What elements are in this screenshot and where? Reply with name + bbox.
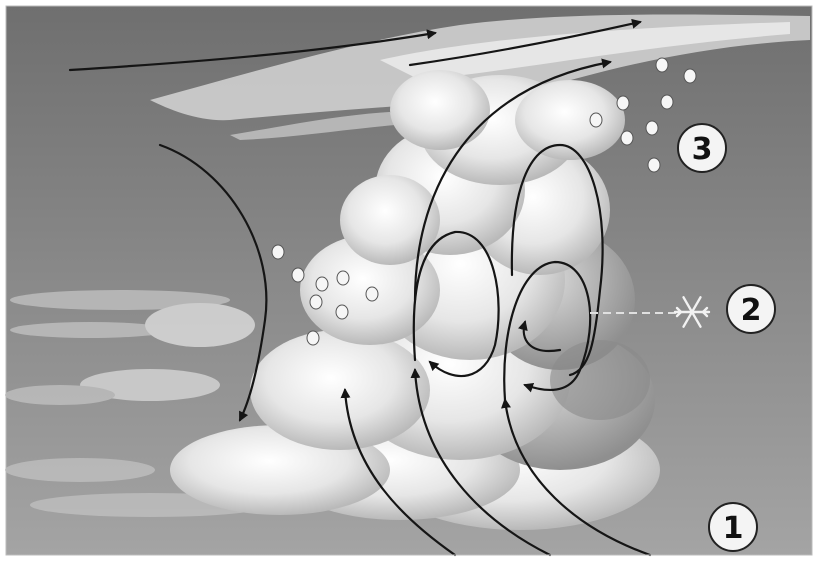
updraft-loop-4 <box>518 320 562 353</box>
svg-text:3: 3 <box>692 132 713 167</box>
upper-wind-arrow-2 <box>408 18 642 67</box>
hailstone-icon <box>365 286 379 302</box>
hailstone-icon <box>335 304 349 320</box>
hailstone-icon <box>306 330 320 346</box>
hailstone-icon <box>616 95 630 111</box>
updraft-loop-2 <box>510 143 604 377</box>
marker-3: 3 <box>677 123 727 173</box>
svg-text:1: 1 <box>723 511 744 546</box>
anvil-cloud <box>150 14 810 140</box>
hailstone-icon <box>645 120 659 136</box>
hailstone-icon <box>620 130 634 146</box>
hailstone-icon <box>291 267 305 283</box>
hailstone-cluster-left <box>271 244 379 346</box>
hailstone-icon <box>655 57 669 73</box>
snowflake-icon <box>673 296 711 328</box>
hailstone-icon <box>647 157 661 173</box>
marker-2: 2 <box>726 284 776 334</box>
hailstone-icon <box>683 68 697 84</box>
downdraft-arrow-left <box>158 143 268 422</box>
inflow-arrow-1 <box>340 388 457 557</box>
cumulonimbus-cloud <box>170 70 660 530</box>
hailstone-icon <box>336 270 350 286</box>
marker-1: 1 <box>708 502 758 552</box>
updraft-loop-1 <box>412 230 500 377</box>
updraft-arrow-main <box>413 58 612 302</box>
svg-text:2: 2 <box>741 293 762 328</box>
upper-wind-arrow-1 <box>68 29 437 72</box>
hailstone-icon <box>660 94 674 110</box>
hailstone-cluster-right <box>589 57 697 173</box>
hailstone-icon <box>309 294 323 310</box>
hailstone-icon <box>315 276 329 292</box>
hailstone-icon <box>271 244 285 260</box>
airflow-arrows <box>68 18 652 557</box>
updraft-loop-3 <box>503 260 592 402</box>
hailstone-icon <box>589 112 603 128</box>
inflow-arrow-2 <box>410 368 552 557</box>
inflow-arrow-3 <box>501 398 652 557</box>
